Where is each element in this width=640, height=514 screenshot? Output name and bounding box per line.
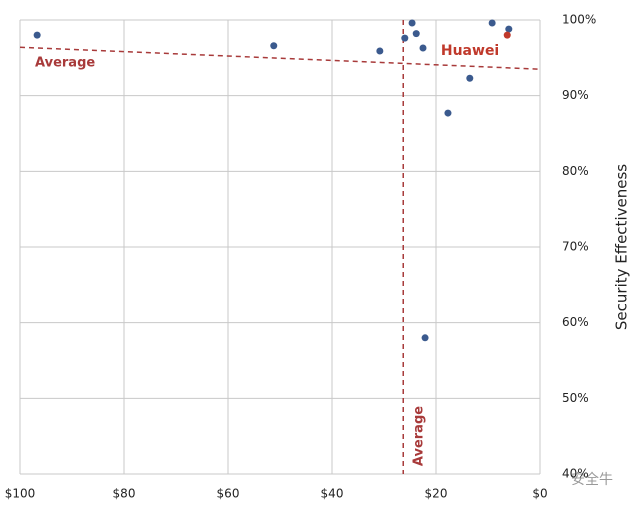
point bbox=[376, 47, 384, 55]
y-tick-label: 100% bbox=[562, 13, 596, 27]
y-tick-label: 50% bbox=[562, 391, 589, 405]
x-tick-label: $80 bbox=[113, 487, 136, 501]
point bbox=[33, 31, 41, 39]
x-tick-label: $0 bbox=[532, 487, 547, 501]
y-tick-label: 40% bbox=[562, 467, 589, 481]
x-tick-label: $60 bbox=[217, 487, 240, 501]
watermark: 安全牛 bbox=[571, 471, 613, 488]
point bbox=[503, 31, 511, 39]
average-line bbox=[19, 46, 541, 70]
y-tick-label: 80% bbox=[562, 164, 589, 178]
point bbox=[401, 34, 409, 42]
y-tick-label: 90% bbox=[562, 88, 589, 102]
point-annotation: Huawei bbox=[441, 43, 499, 59]
point bbox=[466, 74, 474, 82]
point bbox=[505, 25, 513, 33]
x-tick-label: $20 bbox=[425, 487, 448, 501]
point bbox=[444, 109, 452, 117]
point bbox=[419, 44, 427, 52]
y-axis-label: Security Effectiveness bbox=[613, 164, 631, 330]
point bbox=[270, 42, 278, 50]
point bbox=[412, 30, 420, 38]
x-tick-label: $40 bbox=[321, 487, 344, 501]
point bbox=[408, 19, 416, 27]
y-tick-label: 60% bbox=[562, 315, 589, 329]
y-tick-label: 70% bbox=[562, 240, 589, 254]
x-tick-label: $100 bbox=[5, 487, 36, 501]
average-label: Average bbox=[35, 56, 95, 71]
point bbox=[421, 334, 429, 342]
average-label: Average bbox=[412, 406, 427, 466]
point bbox=[488, 19, 496, 27]
